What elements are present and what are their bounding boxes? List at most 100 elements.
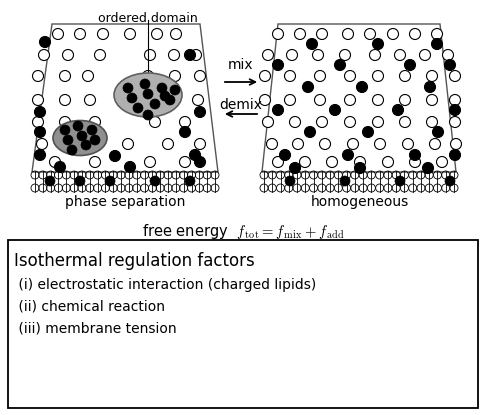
Circle shape (315, 71, 325, 81)
Circle shape (330, 105, 340, 115)
Circle shape (355, 163, 366, 173)
Circle shape (375, 139, 386, 149)
Circle shape (150, 117, 161, 127)
Circle shape (273, 156, 283, 168)
Circle shape (273, 105, 283, 115)
Circle shape (262, 49, 274, 61)
Circle shape (304, 127, 316, 137)
Circle shape (445, 176, 455, 186)
Circle shape (289, 117, 300, 127)
Circle shape (67, 145, 77, 155)
Circle shape (443, 49, 453, 61)
Circle shape (348, 139, 358, 149)
Circle shape (370, 49, 380, 61)
Circle shape (430, 139, 441, 149)
Circle shape (425, 81, 435, 93)
Circle shape (55, 161, 65, 173)
Circle shape (419, 49, 431, 61)
Text: demix: demix (220, 98, 262, 112)
Circle shape (317, 117, 327, 127)
Circle shape (169, 49, 180, 61)
Circle shape (280, 149, 291, 161)
Circle shape (150, 99, 160, 109)
Circle shape (105, 176, 115, 186)
Circle shape (260, 71, 270, 81)
Circle shape (35, 127, 45, 137)
Circle shape (77, 131, 87, 141)
Circle shape (382, 156, 393, 168)
Circle shape (82, 71, 94, 81)
Circle shape (38, 49, 50, 61)
Circle shape (342, 29, 354, 39)
Circle shape (59, 95, 71, 105)
Circle shape (50, 156, 60, 168)
Circle shape (273, 29, 283, 39)
Circle shape (427, 117, 437, 127)
Circle shape (344, 95, 356, 105)
Circle shape (190, 49, 202, 61)
Circle shape (355, 156, 366, 168)
Circle shape (410, 29, 420, 39)
Circle shape (151, 29, 163, 39)
Circle shape (60, 125, 70, 135)
Circle shape (364, 29, 375, 39)
Circle shape (393, 105, 404, 115)
Circle shape (81, 140, 91, 150)
Circle shape (432, 127, 444, 137)
Circle shape (73, 121, 83, 131)
Circle shape (286, 49, 298, 61)
Circle shape (423, 163, 433, 173)
Circle shape (59, 117, 71, 127)
Circle shape (326, 156, 337, 168)
Circle shape (445, 59, 455, 71)
Circle shape (399, 95, 411, 105)
Circle shape (33, 117, 43, 127)
Circle shape (170, 85, 180, 95)
Circle shape (284, 71, 296, 81)
Circle shape (143, 110, 153, 120)
Circle shape (344, 71, 356, 81)
Circle shape (399, 71, 411, 81)
Circle shape (194, 71, 206, 81)
Text: free energy  $f_{\,\mathrm{tot}}=f_{\,\mathrm{mix}}+f_{\,\mathrm{add}}$: free energy $f_{\,\mathrm{tot}}=f_{\,\ma… (142, 222, 344, 241)
Circle shape (399, 117, 411, 127)
Text: homogeneous: homogeneous (311, 195, 409, 209)
Circle shape (163, 139, 173, 149)
Circle shape (160, 91, 170, 101)
Text: Isothermal regulation factors: Isothermal regulation factors (14, 252, 255, 270)
Circle shape (185, 49, 195, 61)
Circle shape (150, 176, 160, 186)
Text: ordered domain: ordered domain (98, 12, 198, 25)
Circle shape (339, 49, 351, 61)
Circle shape (300, 156, 311, 168)
Ellipse shape (114, 73, 182, 117)
Circle shape (62, 49, 74, 61)
Circle shape (317, 29, 327, 39)
Circle shape (170, 29, 182, 39)
Circle shape (388, 29, 398, 39)
Circle shape (37, 139, 48, 149)
Circle shape (266, 139, 278, 149)
Circle shape (185, 176, 195, 186)
Circle shape (180, 156, 190, 168)
Circle shape (450, 71, 461, 81)
Circle shape (192, 95, 204, 105)
Circle shape (427, 71, 437, 81)
Circle shape (373, 117, 383, 127)
Circle shape (295, 29, 305, 39)
Circle shape (123, 139, 133, 149)
Text: (iii) membrane tension: (iii) membrane tension (14, 322, 177, 336)
Circle shape (145, 156, 155, 168)
Ellipse shape (53, 120, 107, 156)
Circle shape (306, 39, 318, 49)
Circle shape (289, 163, 300, 173)
Circle shape (285, 176, 295, 186)
Circle shape (143, 95, 153, 105)
Circle shape (410, 156, 420, 168)
Circle shape (180, 127, 190, 137)
Circle shape (169, 95, 181, 105)
Circle shape (70, 139, 80, 149)
Text: phase separation: phase separation (65, 195, 185, 209)
Circle shape (87, 125, 97, 135)
Circle shape (53, 29, 63, 39)
